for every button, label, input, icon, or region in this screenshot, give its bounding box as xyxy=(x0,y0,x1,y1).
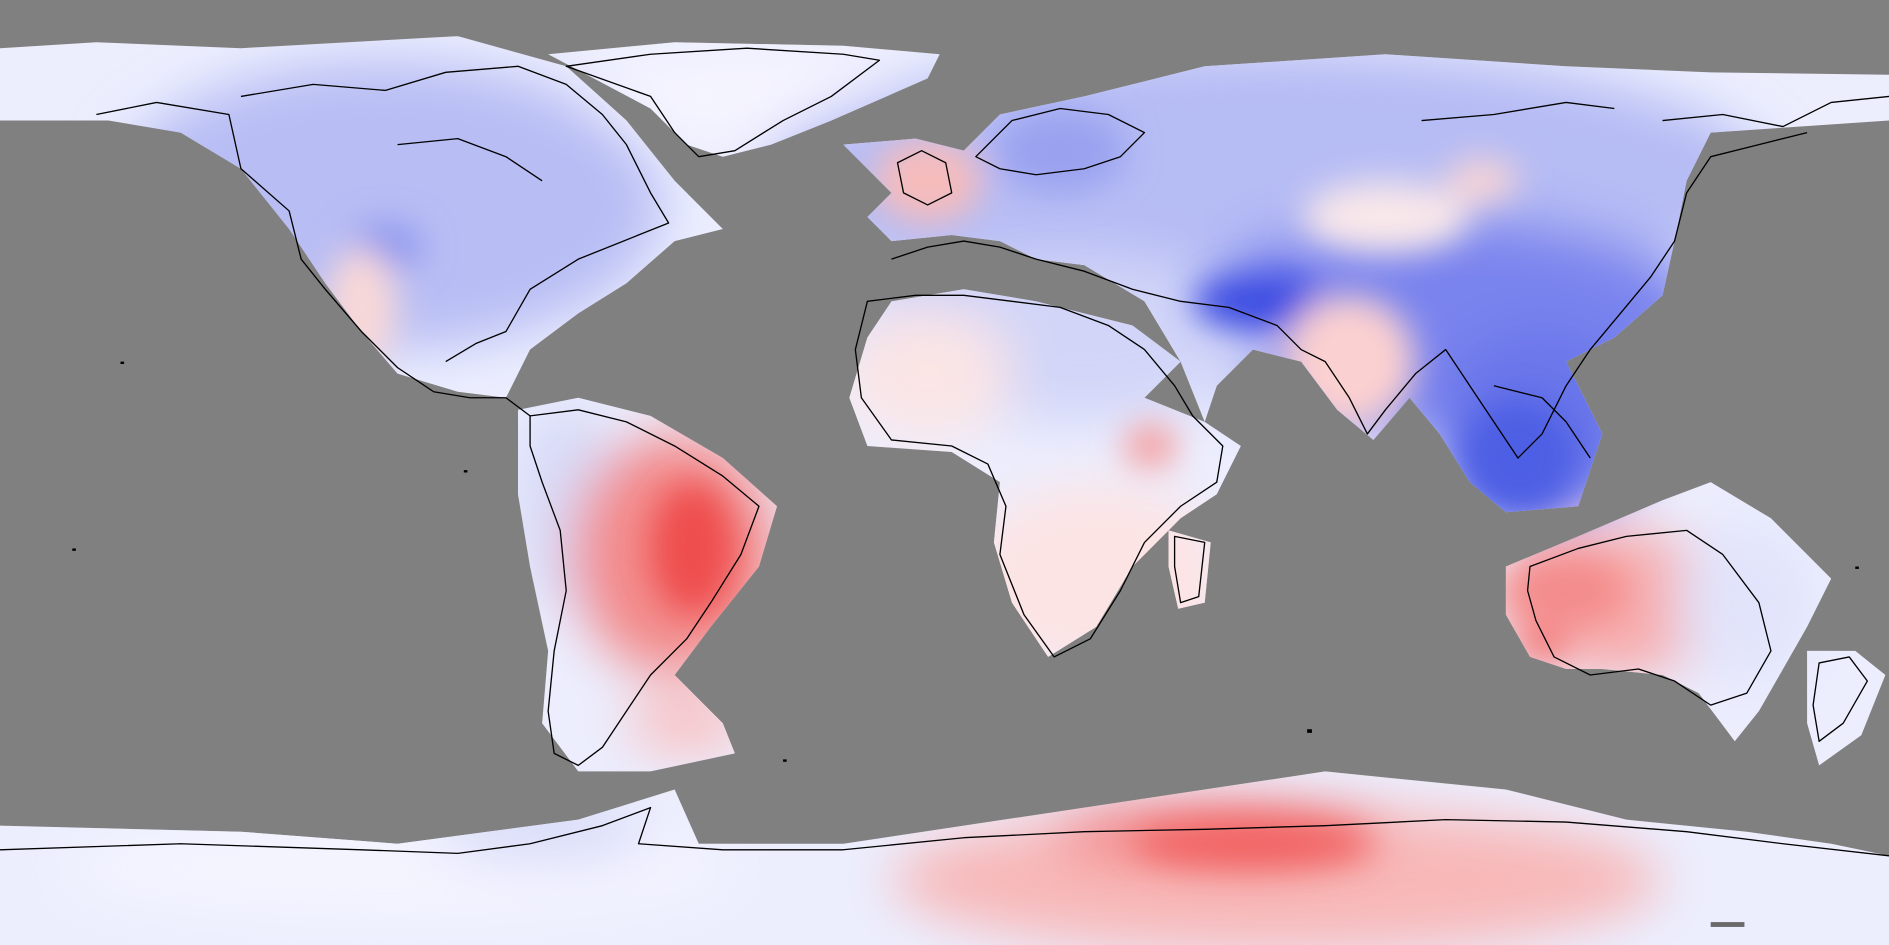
island-specks xyxy=(72,361,1859,762)
scale-bar-mark xyxy=(1710,922,1745,927)
coastlines xyxy=(0,47,1889,857)
